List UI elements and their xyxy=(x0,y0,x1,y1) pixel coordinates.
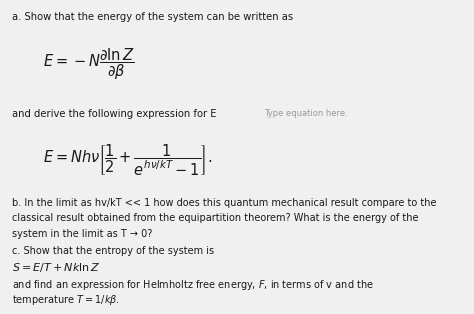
Text: system in the limit as T → 0?: system in the limit as T → 0? xyxy=(12,229,152,239)
Text: c. Show that the entropy of the system is: c. Show that the entropy of the system i… xyxy=(12,246,214,256)
Text: classical result obtained from the equipartition theorem? What is the energy of : classical result obtained from the equip… xyxy=(12,213,419,223)
Text: $E = -N\dfrac{\partial \ln Z}{\partial \beta}$: $E = -N\dfrac{\partial \ln Z}{\partial \… xyxy=(43,46,134,82)
Text: and derive the following expression for E: and derive the following expression for … xyxy=(12,109,216,119)
Text: $S = E/T + Nk\ln Z$: $S = E/T + Nk\ln Z$ xyxy=(12,261,100,274)
Text: b. In the limit as hv/kT << 1 how does this quantum mechanical result compare to: b. In the limit as hv/kT << 1 how does t… xyxy=(12,198,437,208)
Text: Type equation here.: Type equation here. xyxy=(264,109,348,118)
Text: temperature $T = 1/ k\beta$.: temperature $T = 1/ k\beta$. xyxy=(12,294,120,307)
Text: $E = Nh\nu\left[\dfrac{1}{2} + \dfrac{1}{e^{h\nu/kT}-1}\right].$: $E = Nh\nu\left[\dfrac{1}{2} + \dfrac{1}… xyxy=(43,143,212,178)
Text: a. Show that the energy of the system can be written as: a. Show that the energy of the system ca… xyxy=(12,12,293,22)
Text: and find an expression for Helmholtz free energy, $F$, in terms of v and the: and find an expression for Helmholtz fre… xyxy=(12,278,374,292)
